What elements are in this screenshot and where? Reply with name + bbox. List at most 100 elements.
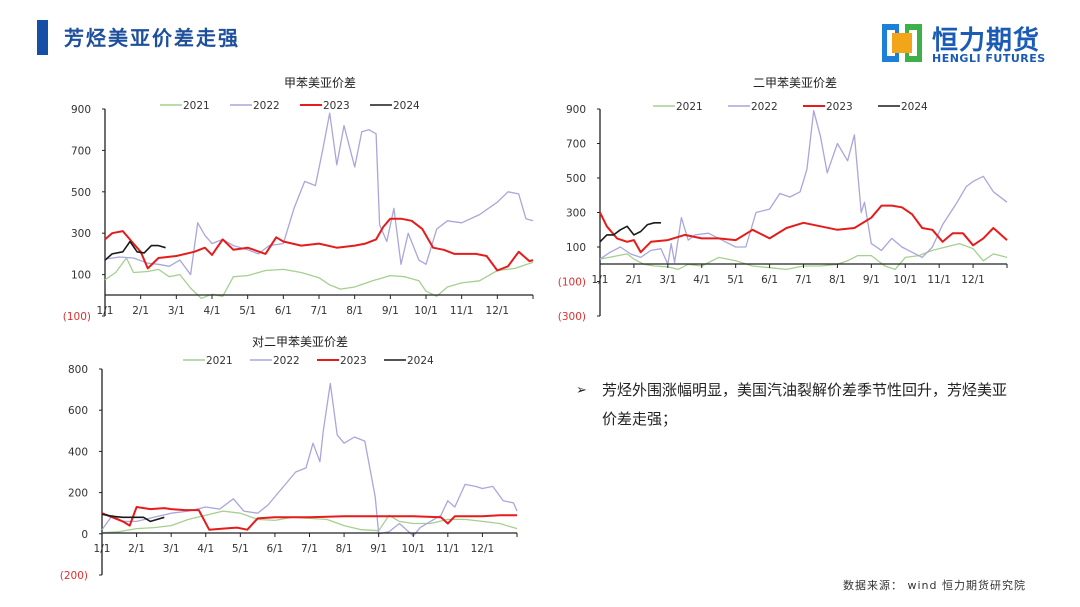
page-title: 芳烃美亚价差走强 (64, 26, 240, 50)
x-tick-label: 9/1 (370, 543, 387, 555)
y-tick-label: 400 (68, 446, 88, 458)
x-tick-label: 4/1 (693, 274, 710, 286)
legend-item-2022: 2022 (250, 355, 300, 367)
series-line-2023 (104, 217, 534, 272)
chart-title: 二甲苯美亚价差 (753, 76, 837, 90)
y-tick-label: (100) (558, 277, 586, 289)
y-tick-label: 0 (81, 529, 88, 541)
legend-item-2021: 2021 (653, 101, 703, 113)
y-tick-label: 800 (68, 364, 88, 376)
svg-text:2022: 2022 (751, 101, 778, 113)
y-tick-label: 700 (71, 145, 91, 157)
x-tick-label: 6/1 (761, 274, 778, 286)
title-accent-bar (37, 20, 48, 55)
x-tick-label: 10/1 (414, 305, 438, 317)
series-line-2022 (599, 110, 1008, 265)
x-tick-label: 8/1 (829, 274, 846, 286)
commentary-text: 芳烃外围涨幅明显，美国汽油裂解价差季节性回升，芳烃美亚价差走强； (602, 381, 1008, 428)
x-tick-label: 5/1 (727, 274, 744, 286)
svg-text:2023: 2023 (323, 100, 350, 112)
y-tick-label: (300) (558, 311, 586, 323)
x-tick-label: 8/1 (346, 305, 363, 317)
y-tick-label: 300 (71, 228, 91, 240)
series-line-2023 (599, 204, 1008, 254)
x-tick-label: 7/1 (311, 305, 328, 317)
y-tick-label: 900 (566, 104, 586, 116)
x-tick-label: 11/1 (450, 305, 474, 317)
legend-item-2022: 2022 (230, 100, 280, 112)
y-tick-label: (200) (60, 570, 88, 582)
svg-text:2021: 2021 (206, 355, 233, 367)
series-line-2024 (101, 513, 165, 523)
series-line-2022 (101, 382, 518, 537)
logo-name-en: HENGLI FUTURES (932, 52, 1046, 65)
commentary-bullet: ➢ 芳烃外围涨幅明显，美国汽油裂解价差季节性回升，芳烃美亚价差走强； (576, 376, 1016, 434)
company-logo: 恒力期货 HENGLI FUTURES (882, 22, 1052, 66)
data-source-value: wind 恒力期货研究院 (907, 579, 1027, 592)
legend-item-2023: 2023 (317, 355, 367, 367)
y-tick-label: 300 (566, 208, 586, 220)
x-tick-label: 6/1 (275, 305, 292, 317)
y-tick-label: 100 (71, 270, 91, 282)
y-tick-label: 100 (566, 242, 586, 254)
x-tick-label: 5/1 (239, 305, 256, 317)
arrow-bullet-icon: ➢ (576, 383, 587, 398)
series-line-2024 (599, 222, 661, 243)
x-tick-label: 12/1 (486, 305, 510, 317)
series-line-2023 (101, 506, 517, 531)
data-source: 数据来源： wind 恒力期货研究院 (843, 577, 1026, 593)
svg-text:2024: 2024 (407, 355, 434, 367)
y-tick-label: (100) (63, 311, 91, 323)
y-tick-label: 900 (71, 104, 91, 116)
series-line-2022 (104, 112, 534, 276)
x-tick-label: 4/1 (204, 305, 221, 317)
x-tick-label: 6/1 (266, 543, 283, 555)
x-tick-label: 3/1 (163, 543, 180, 555)
chart-title: 甲苯美亚价差 (284, 76, 356, 90)
legend-item-2023: 2023 (803, 101, 853, 113)
svg-text:2024: 2024 (901, 101, 928, 113)
x-tick-label: 11/1 (436, 543, 460, 555)
y-tick-label: 200 (68, 488, 88, 500)
y-tick-label: 700 (566, 139, 586, 151)
x-tick-label: 11/1 (927, 274, 951, 286)
svg-text:2021: 2021 (676, 101, 703, 113)
legend-item-2024: 2024 (370, 100, 420, 112)
x-tick-label: 4/1 (197, 543, 214, 555)
legend-item-2023: 2023 (300, 100, 350, 112)
x-tick-label: 7/1 (301, 543, 318, 555)
x-tick-label: 2/1 (128, 543, 145, 555)
legend-item-2021: 2021 (183, 355, 233, 367)
series-line-2021 (599, 242, 1008, 271)
data-source-label: 数据来源： (843, 579, 903, 592)
svg-text:2024: 2024 (393, 100, 420, 112)
x-tick-label: 8/1 (336, 543, 353, 555)
x-tick-label: 10/1 (401, 543, 425, 555)
logo-name-cn: 恒力期货 (932, 26, 1041, 56)
legend-item-2021: 2021 (160, 100, 210, 112)
chart-title: 对二甲苯美亚价差 (252, 335, 348, 349)
legend-item-2022: 2022 (728, 101, 778, 113)
x-tick-label: 10/1 (893, 274, 917, 286)
logo-mark-icon (882, 24, 922, 62)
x-tick-label: 1/1 (97, 305, 114, 317)
x-tick-label: 3/1 (168, 305, 185, 317)
x-tick-label: 12/1 (961, 274, 985, 286)
legend-item-2024: 2024 (878, 101, 928, 113)
x-tick-label: 1/1 (94, 543, 111, 555)
series-line-2024 (104, 240, 166, 261)
svg-text:2022: 2022 (253, 100, 280, 112)
y-tick-label: 500 (566, 173, 586, 185)
x-tick-label: 5/1 (232, 543, 249, 555)
y-tick-label: 600 (68, 405, 88, 417)
series-line-2021 (104, 257, 534, 300)
x-tick-label: 7/1 (795, 274, 812, 286)
legend-item-2024: 2024 (384, 355, 434, 367)
svg-text:2021: 2021 (183, 100, 210, 112)
x-tick-label: 9/1 (382, 305, 399, 317)
x-tick-label: 2/1 (132, 305, 149, 317)
x-tick-label: 1/1 (592, 274, 609, 286)
